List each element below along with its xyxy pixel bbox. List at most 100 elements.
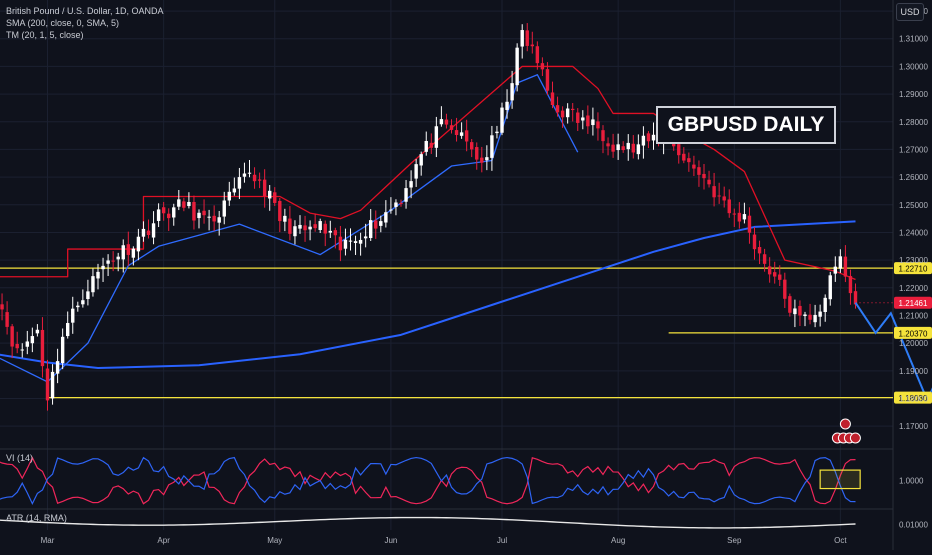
candle-body [127,244,130,255]
candle-body [778,275,781,280]
price-tick-label: 1.30000 [899,62,928,71]
candle-body [571,109,574,110]
candle-body [319,221,322,230]
candle-body [41,330,44,366]
candle-body [369,220,372,238]
price-tick-label: 1.18000 [899,394,928,403]
candle-body [283,216,286,222]
candle-body [324,224,327,234]
time-tick-label: Oct [834,536,847,545]
candle-body [591,119,594,125]
candle-body [470,142,473,149]
candle-body [354,241,357,243]
candle-body [586,116,589,127]
price-tick-label: 1.19000 [899,367,928,376]
candle-body [187,202,190,206]
candle-body [10,326,13,346]
candle-body [106,260,109,263]
atr-tick-label: 0.01000 [899,521,928,530]
candle-body [500,108,503,133]
candle-body [803,314,806,316]
candle-body [46,369,49,401]
candle-body [111,261,114,262]
candle-body [682,154,685,161]
candle [515,43,518,91]
candle-body [445,120,448,125]
uk-flag-icon[interactable] [840,419,850,429]
candle-body [768,266,771,274]
candle-body [197,213,200,218]
candle-body [834,267,837,274]
candle-body [677,144,680,155]
candle-body [652,135,655,141]
time-tick-label: May [267,536,282,545]
candle-body [409,181,412,187]
candle-body [81,300,84,304]
headline-label: GBPUSD DAILY [656,106,836,144]
price-tick-label: 1.27000 [899,145,928,154]
candle-body [414,164,417,178]
candle-body [748,216,751,233]
candle-body [243,174,246,177]
candle-body [440,119,443,124]
candle-body [207,217,210,218]
candle-body [212,216,215,222]
candle-body [758,247,761,253]
atr-legend[interactable]: ATR (14, RMA) [6,513,67,523]
candle-body [86,291,89,299]
candle-body [773,272,776,276]
candle-body [101,266,104,269]
price-tick-label: 1.31000 [899,35,928,44]
candle-body [541,63,544,69]
candle-body [465,130,468,141]
candle-body [849,276,852,293]
candle-body [505,102,508,110]
candle-body [16,344,19,348]
candle-body [606,143,609,146]
vi-highlight-box [820,470,860,488]
candle-body [601,130,604,141]
vi-tick-label: 1.0000 [899,477,924,486]
candle-body [536,46,539,63]
candle-body [521,30,524,46]
candle-body [611,145,614,152]
candle-body [288,219,291,234]
candle-body [132,249,135,258]
candle-body [374,220,377,228]
sma-legend[interactable]: SMA (200, close, 0, SMA, 5) [6,18,119,28]
candle-body [329,231,332,233]
candle-body [576,112,579,122]
candle-body [738,213,741,222]
tm-legend[interactable]: TM (20, 1, 5, close) [6,30,84,40]
candle-body [495,132,498,133]
candle-body [147,231,150,235]
candle-body [622,146,625,150]
candle-body [425,141,428,152]
candle-body [71,309,74,323]
vi-legend[interactable]: VI (14) [6,453,33,463]
price-tick-label: 1.20000 [899,339,928,348]
candle-body [546,69,549,91]
candle-body [96,272,99,279]
time-tick-label: Jun [384,536,397,545]
candle-body [839,256,842,268]
currency-button[interactable]: USD [896,3,924,21]
candle-body [223,200,226,216]
candle-body [616,144,619,150]
time-tick-label: Aug [611,536,625,545]
candle-body [248,173,251,174]
time-tick-label: Mar [41,536,55,545]
candle-body [733,214,736,215]
candle-body [556,105,559,112]
price-tick-label: 1.25000 [899,201,928,210]
candle-body [566,109,569,118]
candle-body [420,154,423,165]
candle-body [399,203,402,204]
price-tick-label: 1.23000 [899,256,928,265]
candle-body [313,224,316,228]
us-flag-icon[interactable] [850,433,860,443]
candle-body [303,225,306,230]
candle-body [76,306,79,307]
candle-body [844,257,847,277]
